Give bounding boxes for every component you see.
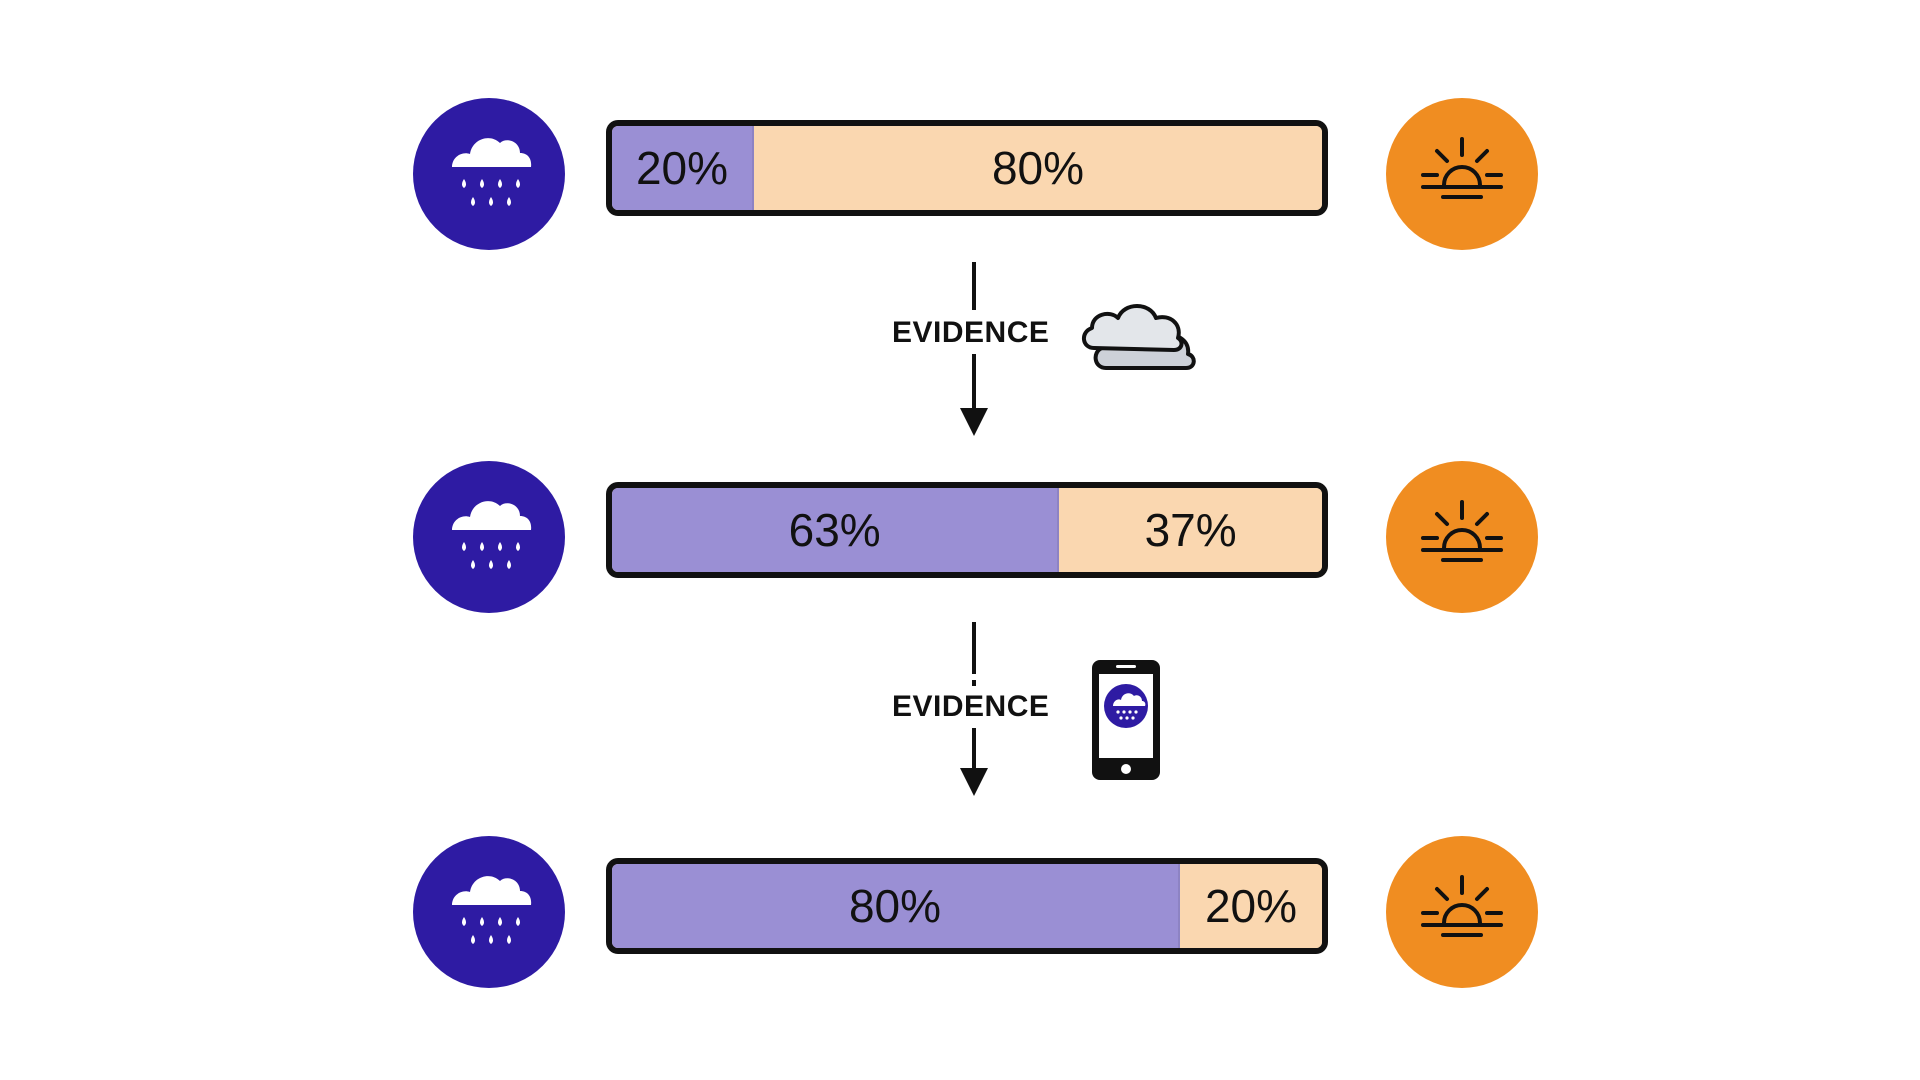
sun-badge (1386, 461, 1538, 613)
evidence-label: EVIDENCE (886, 312, 1056, 354)
rain-cloud-icon (434, 119, 544, 229)
sun-percentage: 80% (991, 142, 1085, 194)
rain-percentage: 80% (848, 880, 942, 932)
sun-badge (1386, 98, 1538, 250)
rain-segment: 20% (612, 126, 754, 210)
sunrise-icon (1407, 482, 1517, 592)
probability-bar: 20% 80% (606, 120, 1328, 216)
rain-segment: 80% (612, 864, 1180, 948)
rain-percentage: 20% (635, 142, 729, 194)
probability-bar: 63% 37% (606, 482, 1328, 578)
rain-badge (413, 836, 565, 988)
sun-segment: 20% (1180, 864, 1322, 948)
rain-badge (413, 461, 565, 613)
sun-segment: 37% (1059, 488, 1322, 572)
rain-badge (413, 98, 565, 250)
evidence-label: EVIDENCE (886, 686, 1056, 728)
phone-forecast-icon (1092, 660, 1160, 780)
sunrise-icon (1407, 857, 1517, 967)
rain-percentage: 63% (788, 504, 881, 556)
probability-bar: 80% 20% (606, 858, 1328, 954)
sun-segment: 80% (754, 126, 1322, 210)
rain-segment: 63% (612, 488, 1060, 572)
rain-cloud-icon (434, 857, 544, 967)
sun-percentage: 37% (1144, 504, 1237, 556)
sunrise-icon (1407, 119, 1517, 229)
sun-percentage: 20% (1204, 880, 1298, 932)
sun-badge (1386, 836, 1538, 988)
clouds-icon (1082, 304, 1196, 370)
rain-cloud-icon (434, 482, 544, 592)
